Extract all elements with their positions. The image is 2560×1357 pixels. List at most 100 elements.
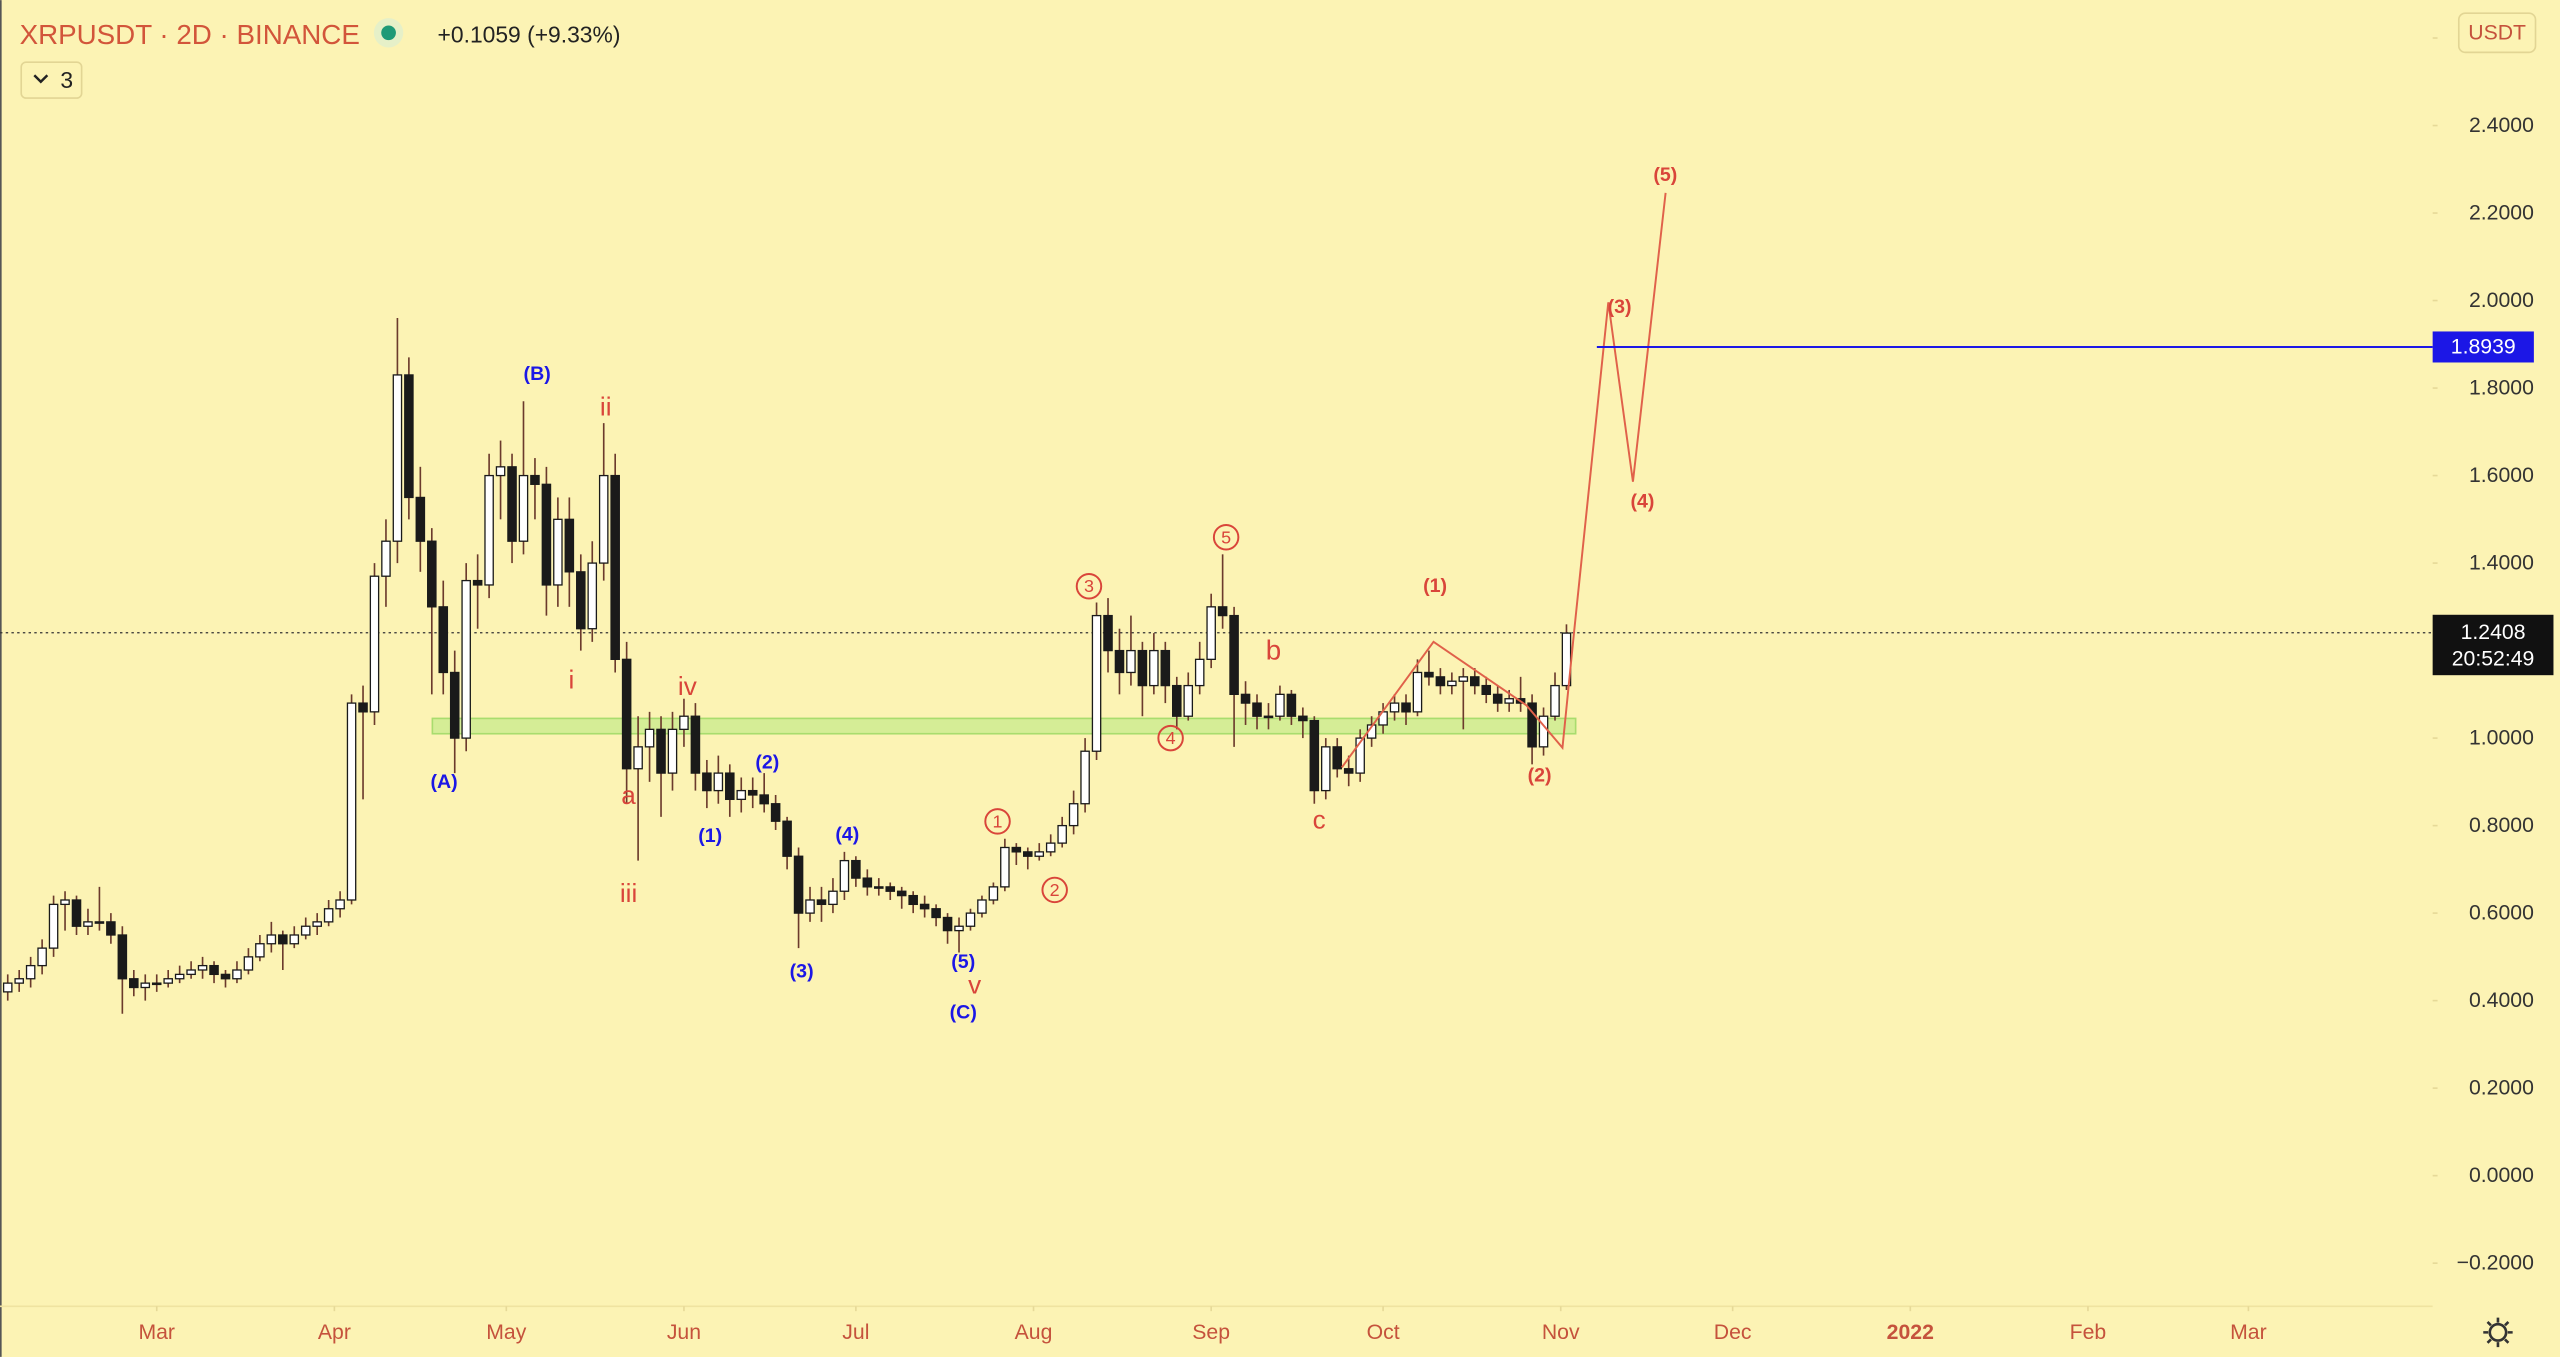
candle-body bbox=[449, 671, 460, 739]
candle-body bbox=[312, 921, 322, 927]
candle-body bbox=[828, 890, 838, 906]
candle-body bbox=[793, 855, 804, 914]
x-tick-label: Oct bbox=[1367, 1321, 1400, 1344]
candle-body bbox=[1275, 693, 1285, 717]
candle-body bbox=[278, 934, 288, 945]
candle-body bbox=[14, 978, 24, 984]
candle-body bbox=[713, 772, 724, 792]
wave-label-circle bbox=[1212, 524, 1240, 551]
y-tick-label: 2.4000 bbox=[2469, 114, 2534, 137]
candle-body bbox=[83, 921, 93, 927]
candle-body bbox=[942, 916, 953, 932]
candle-body bbox=[94, 921, 105, 924]
candle-body bbox=[427, 540, 437, 608]
wave-label: (4) bbox=[1630, 490, 1654, 512]
chevron-icon bbox=[33, 74, 49, 84]
candle-body bbox=[1355, 737, 1365, 774]
candle-body bbox=[1103, 614, 1113, 652]
y-tick-label: 0.0000 bbox=[2469, 1164, 2534, 1187]
candle-body bbox=[736, 789, 747, 801]
candle-body bbox=[1401, 702, 1411, 713]
wave-label: (5) bbox=[1653, 164, 1677, 186]
gear-icon bbox=[2488, 1322, 2508, 1342]
candle-body bbox=[323, 908, 334, 923]
candle-body bbox=[2, 982, 13, 993]
candle-body bbox=[541, 483, 552, 586]
candle-body bbox=[1080, 750, 1090, 805]
candle-body bbox=[702, 772, 712, 792]
x-tick-label: Feb bbox=[2070, 1321, 2107, 1344]
candle-body bbox=[358, 702, 368, 713]
wave-label: c bbox=[1313, 805, 1326, 835]
candle-body bbox=[174, 973, 185, 980]
wave-label: (2) bbox=[1528, 765, 1552, 787]
candle-body bbox=[461, 579, 471, 739]
candle-body bbox=[862, 877, 873, 888]
candle-body bbox=[346, 702, 357, 901]
y-tick-label: 1.4000 bbox=[2469, 552, 2534, 575]
candle-body bbox=[1321, 746, 1331, 792]
candle-body bbox=[1412, 671, 1423, 713]
x-tick-label: Mar bbox=[138, 1321, 175, 1344]
x-tick-label: Sep bbox=[1192, 1321, 1230, 1344]
studies-toggle[interactable] bbox=[20, 61, 83, 99]
candle-body bbox=[1492, 693, 1503, 704]
candle-body bbox=[197, 964, 208, 971]
candle-body bbox=[484, 474, 494, 586]
candle-body bbox=[381, 540, 391, 577]
candle-body bbox=[1424, 671, 1434, 678]
wave-label: (2) bbox=[755, 752, 779, 774]
candle-body bbox=[220, 973, 231, 980]
candle-body bbox=[60, 899, 70, 906]
wave-label: (5) bbox=[951, 951, 975, 973]
candle-body bbox=[1332, 746, 1343, 770]
candle-body bbox=[472, 579, 483, 586]
candle-body bbox=[656, 728, 666, 774]
x-tick-label: Jun bbox=[667, 1321, 701, 1344]
candle-body bbox=[1011, 846, 1022, 853]
settings-button[interactable] bbox=[2483, 1317, 2513, 1348]
candle-body bbox=[1114, 649, 1125, 674]
candle-body bbox=[518, 474, 529, 542]
candle-body bbox=[816, 899, 827, 906]
candle-body bbox=[117, 934, 128, 980]
candle-body bbox=[1229, 614, 1239, 695]
candle-body bbox=[621, 658, 632, 770]
candle-body bbox=[1172, 684, 1182, 717]
candle-body bbox=[1550, 684, 1560, 717]
candle-body bbox=[885, 886, 896, 892]
candle-body bbox=[1343, 768, 1354, 774]
wave-label-circle bbox=[1041, 876, 1068, 904]
candle-body bbox=[1000, 846, 1010, 888]
target-price-tag bbox=[2432, 331, 2534, 363]
candle-body bbox=[598, 474, 609, 564]
candle-body bbox=[553, 518, 563, 586]
candle-body bbox=[576, 571, 586, 630]
y-tick-label: 1.6000 bbox=[2469, 464, 2534, 487]
candle-body bbox=[438, 606, 449, 674]
gear-teeth bbox=[2483, 1317, 2513, 1348]
candle-body bbox=[919, 903, 930, 910]
y-tick-label: −0.2000 bbox=[2457, 1252, 2534, 1275]
candle-body bbox=[1240, 693, 1251, 704]
x-tick-label: Dec bbox=[1714, 1321, 1752, 1344]
candle-body bbox=[1263, 715, 1274, 719]
candle-body bbox=[335, 899, 345, 910]
candle-body bbox=[140, 982, 151, 989]
candle-body bbox=[759, 794, 769, 805]
candle-body bbox=[1447, 680, 1457, 687]
support-zone bbox=[431, 717, 1577, 735]
wave-label: (C) bbox=[950, 1001, 977, 1023]
candle-body bbox=[507, 466, 517, 542]
wave-label-circle bbox=[1075, 573, 1103, 600]
candle-body bbox=[782, 820, 792, 857]
candle-body bbox=[747, 789, 758, 796]
candle-body bbox=[151, 982, 162, 986]
candle-body bbox=[1298, 715, 1308, 722]
currency-label: USDT bbox=[2468, 21, 2526, 44]
wave-label: 3 bbox=[1084, 576, 1094, 596]
y-tick-label: 1.8000 bbox=[2469, 377, 2534, 400]
candle-body bbox=[1389, 702, 1400, 713]
currency-button[interactable] bbox=[2457, 12, 2537, 54]
